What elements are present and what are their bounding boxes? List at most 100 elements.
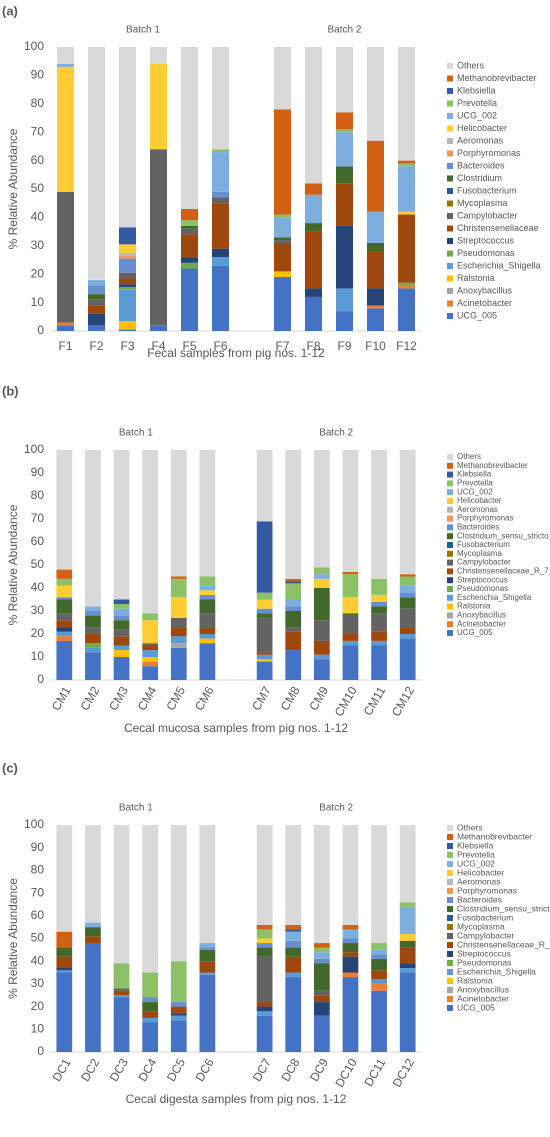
legend-swatch [447, 594, 453, 601]
legend-label: Christensenellaceae_R_7_group [457, 939, 550, 949]
bar-segment [113, 620, 130, 630]
legend-swatch [447, 225, 453, 232]
x-tick-label: F6 [213, 339, 227, 353]
bar-segment [313, 620, 330, 641]
legend-swatch [447, 238, 453, 244]
bar-segment [56, 322, 75, 326]
bar-segment [211, 203, 230, 249]
legend-label: UCG_005 [457, 628, 493, 637]
legend-label: Bacteroides [457, 523, 499, 532]
legend-swatch [447, 506, 453, 513]
legend-label: Aeromonas [457, 876, 500, 886]
legend-swatch [447, 462, 453, 469]
bar-segment [256, 1006, 273, 1012]
bar-segment [142, 825, 159, 973]
bar-segment [397, 163, 416, 167]
y-tick-label: 70 [31, 511, 45, 525]
bar-segment [304, 223, 323, 232]
legend-label: Escherichia_Shigella [457, 593, 532, 602]
bar-segment [397, 282, 416, 286]
legend-label: UCG_005 [457, 1002, 495, 1012]
bar-segment [273, 109, 292, 215]
batch-label: Batch 1 [119, 428, 153, 439]
bar-segment [56, 947, 73, 957]
bar-segment [113, 657, 130, 680]
bar-segment [199, 972, 216, 975]
bar-segment [399, 906, 416, 934]
bar-segment [313, 1002, 330, 1016]
bar-segment [85, 943, 101, 1052]
bar-segment [399, 634, 416, 639]
bar-segment [335, 311, 354, 331]
bar-segment [335, 288, 354, 312]
bar-segment [342, 924, 359, 930]
bar-segment [342, 640, 359, 646]
y-tick-label: 40 [31, 210, 45, 224]
bar-segment [313, 574, 330, 579]
bar-segment [371, 958, 387, 971]
x-tick-label: F5 [182, 339, 196, 353]
legend-swatch [447, 75, 453, 82]
x-tick-label: CM10 [332, 684, 360, 719]
legend-label: Clostridium [457, 173, 502, 183]
x-tick-label: CM11 [361, 684, 389, 718]
bar-segment [342, 615, 359, 634]
bar-segment [170, 961, 187, 1003]
legend-label: Anoxybacillus [457, 984, 509, 994]
legend-label: Prevotella [457, 98, 497, 108]
legend-swatch [447, 213, 453, 219]
bar-segment [366, 308, 385, 331]
y-tick-label: 70 [31, 124, 45, 138]
x-axis-title: Cecal mucosa samples from pig nos. 1-12 [124, 721, 348, 735]
legend-label: Anoxybacillus [457, 611, 506, 620]
legend-swatch [447, 88, 453, 94]
bar-segment [366, 140, 385, 212]
x-tick-label: CM4 [135, 684, 160, 713]
bar-segment [170, 578, 187, 598]
legend-label: Fusobacterium [457, 912, 513, 922]
bar-segment [85, 936, 101, 944]
bar-segment [56, 970, 73, 973]
bar-segment [304, 296, 323, 331]
bar-segment [87, 47, 106, 280]
legend-label: Campylobacter [457, 210, 518, 220]
bar-segment [313, 995, 330, 1003]
legend-label: Klebsiella [457, 85, 496, 95]
legend-label: UCG_005 [457, 310, 497, 320]
bar-segment [342, 597, 359, 614]
bar-segment [87, 294, 106, 300]
bar-segment [56, 599, 73, 614]
bar-segment [256, 599, 273, 609]
x-tick-label: F9 [337, 339, 351, 353]
bar-segment [85, 643, 101, 648]
bar-segment [371, 640, 387, 646]
legend-swatch [447, 542, 453, 548]
bar-segment [180, 228, 199, 235]
x-tick-label: DC2 [78, 1056, 102, 1084]
legend-swatch [447, 942, 453, 948]
legend-swatch [447, 533, 453, 540]
legend-label: Mycoplasma [457, 198, 508, 208]
bar-segment [371, 645, 387, 680]
bar-segment [211, 152, 230, 192]
legend-swatch [447, 125, 453, 132]
legend-swatch [447, 969, 453, 975]
bar-segment [85, 450, 101, 607]
legend-label: Campylobacter [457, 558, 511, 567]
bar-segment [304, 183, 323, 195]
x-tick-label: CM7 [249, 684, 274, 713]
y-tick-label: 80 [31, 96, 45, 110]
bar-segment [313, 825, 330, 944]
bar-segment [397, 214, 416, 283]
bar-segment [199, 599, 216, 614]
legend-label: Ralstonia [457, 273, 495, 283]
bar-segment [273, 237, 292, 241]
legend-swatch [447, 63, 453, 69]
bar-segment [397, 160, 416, 164]
chart-panel: 0 10 20 30 40 50 60 70 80 90 100 DC1 DC2 DC3 DC4 DC5 DC6… [2, 760, 550, 1106]
bar-segment [113, 997, 130, 1052]
bar-segment [199, 974, 216, 1052]
bar-segment [142, 1011, 159, 1018]
bar-segment [118, 227, 137, 245]
bar-segment [342, 938, 359, 944]
